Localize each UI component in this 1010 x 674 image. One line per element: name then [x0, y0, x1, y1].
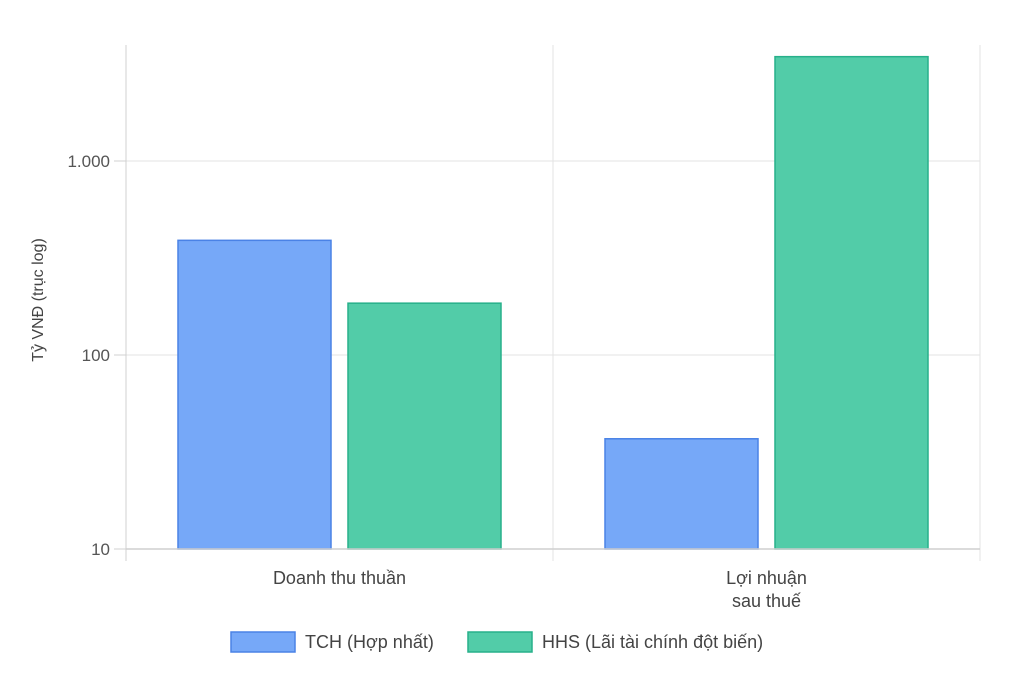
- bar-tch-1: [604, 438, 759, 550]
- x-tick-label: Lợi nhuận: [726, 568, 807, 588]
- axes: 10 100 1.000 Doanh thu thuần Lợi nhuận sau th…: [67, 152, 980, 611]
- bar-tch-0: [177, 239, 332, 550]
- legend-label: HHS (Lãi tài chính đột biến): [542, 632, 763, 652]
- legend-swatch: [467, 631, 533, 653]
- y-tick-label: 1.000: [67, 152, 110, 171]
- x-tick-label: sau thuế: [732, 591, 801, 611]
- bars: [177, 55, 929, 550]
- legend-label: TCH (Hợp nhất): [305, 632, 434, 652]
- bar-hhs-1: [774, 55, 929, 550]
- bar-hhs-0: [347, 302, 502, 550]
- y-tick-label: 10: [91, 540, 110, 559]
- y-axis-title: Tỷ VNĐ (trục log): [30, 238, 47, 362]
- y-tick-label: 100: [82, 346, 110, 365]
- x-tick-label: Doanh thu thuần: [273, 568, 406, 588]
- legend-swatch: [230, 631, 296, 653]
- legend: TCH (Hợp nhất) HHS (Lãi tài chính đột biế…: [230, 631, 763, 653]
